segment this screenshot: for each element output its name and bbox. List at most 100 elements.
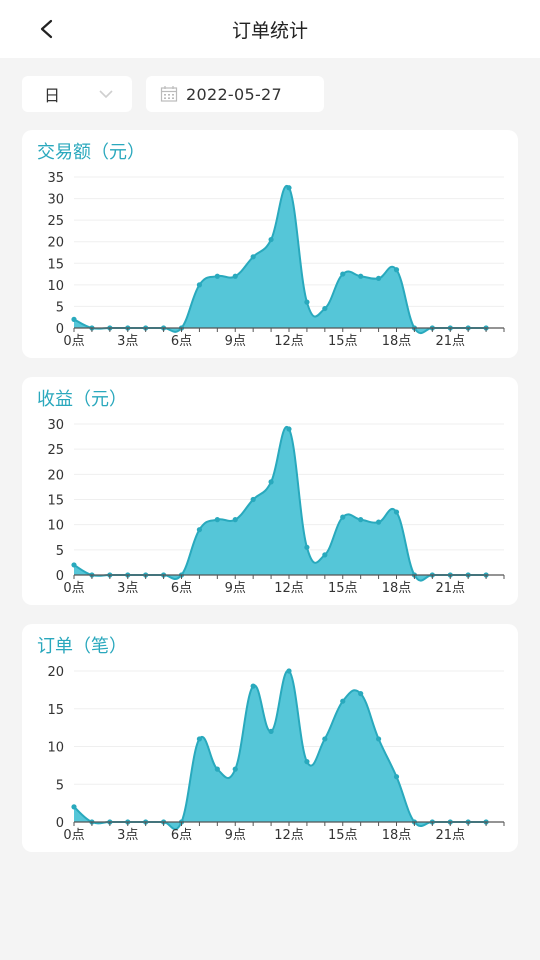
data-point (71, 562, 77, 568)
data-point (393, 509, 400, 515)
chart-title: 订单（笔） (37, 636, 127, 657)
data-point (286, 426, 292, 432)
data-point (304, 544, 310, 550)
x-tick-label: 9点 (225, 828, 246, 843)
data-point (71, 804, 77, 810)
data-point (358, 517, 364, 523)
series-area (74, 185, 487, 334)
data-point (232, 766, 238, 772)
data-point (375, 275, 382, 281)
chart-title: 交易额（元） (37, 142, 145, 163)
data-point (286, 668, 292, 674)
y-tick-label: 10 (47, 279, 64, 294)
y-tick-label: 25 (47, 443, 64, 458)
x-tick-label: 21点 (435, 581, 465, 596)
y-tick-label: 5 (56, 778, 64, 793)
data-point (375, 519, 382, 525)
data-point (375, 736, 382, 742)
chart-income: 0 5 10 15 20 25 30 0点 3点 6点 9点 12点 15点 18点 21点 (47, 418, 505, 596)
data-point (322, 305, 328, 312)
data-point (340, 271, 346, 277)
x-tick-label: 3点 (117, 581, 138, 596)
period-select[interactable]: 日 (22, 76, 132, 112)
x-tick-label: 3点 (117, 828, 138, 843)
y-tick-label: 0 (56, 816, 64, 831)
y-tick-label: 15 (47, 257, 64, 272)
series-area (74, 670, 487, 830)
x-tick-label: 21点 (435, 334, 465, 349)
x-tick-label: 6点 (171, 828, 192, 843)
data-point (322, 552, 328, 558)
data-point (250, 254, 256, 260)
y-tick-label: 10 (47, 741, 64, 756)
x-tick-label: 0点 (63, 828, 84, 843)
y-tick-label: 15 (47, 494, 64, 509)
y-tick-label: 10 (47, 519, 64, 534)
data-point (250, 496, 256, 503)
chart-card-income: 收益（元） 0 5 10 15 20 25 30 0点 3点 6点 9点 12点 15点 18点 21点 (22, 377, 518, 605)
data-point (286, 185, 292, 191)
app-header: 订单统计 (0, 0, 540, 58)
x-tick-label: 15点 (328, 334, 358, 349)
y-tick-label: 5 (56, 544, 64, 559)
y-tick-label: 5 (56, 300, 64, 315)
y-tick-label: 25 (47, 214, 64, 229)
x-tick-label: 15点 (328, 581, 358, 596)
data-point (232, 517, 238, 523)
data-point (268, 236, 274, 243)
data-point (393, 267, 400, 273)
x-tick-label: 15点 (328, 828, 358, 843)
chevron-down-icon (99, 90, 113, 99)
data-point (340, 514, 346, 520)
chevron-left-icon (40, 19, 53, 39)
y-tick-label: 20 (47, 236, 64, 251)
data-point (214, 517, 220, 523)
filter-bar: 日 2022-05-27 (22, 76, 324, 112)
data-point (196, 282, 203, 288)
x-tick-label: 6点 (171, 581, 192, 596)
period-select-value: 日 (44, 86, 61, 105)
y-tick-label: 30 (47, 193, 64, 208)
data-point (232, 273, 238, 279)
chart-card-revenue: 交易额（元） 0 5 10 15 20 25 30 35 0点 3点 6点 9点 12点 15点 18点 21… (22, 130, 518, 358)
x-tick-label: 12点 (274, 828, 304, 843)
date-picker[interactable]: 2022-05-27 (146, 76, 324, 112)
y-tick-label: 20 (47, 665, 64, 680)
y-tick-label: 15 (47, 703, 64, 718)
data-point (304, 299, 310, 305)
chart-card-orders: 订单（笔） 0 5 10 15 20 0点 3点 6点 9点 12点 15点 18点 21点 (22, 624, 518, 852)
data-point (71, 316, 77, 322)
data-point (196, 527, 203, 533)
y-tick-label: 0 (56, 322, 64, 337)
data-point (268, 728, 274, 734)
x-tick-label: 6点 (171, 334, 192, 349)
data-point (393, 774, 400, 780)
date-value: 2022-05-27 (186, 84, 282, 104)
y-tick-label: 35 (47, 171, 64, 186)
y-tick-label: 0 (56, 569, 64, 584)
x-tick-label: 18点 (382, 581, 412, 596)
data-point (358, 273, 364, 279)
series-area (74, 426, 487, 581)
data-point (340, 698, 346, 704)
x-tick-label: 3点 (117, 334, 138, 349)
data-point (196, 736, 203, 742)
x-tick-label: 9点 (225, 334, 246, 349)
chart-revenue: 0 5 10 15 20 25 30 35 0点 3点 6点 9点 12点 15点 18点 21点 (47, 171, 505, 349)
x-tick-label: 0点 (63, 581, 84, 596)
x-tick-label: 0点 (63, 334, 84, 349)
x-tick-label: 12点 (274, 334, 304, 349)
back-button[interactable] (30, 12, 64, 46)
calendar-icon (160, 86, 178, 102)
chart-orders: 0 5 10 15 20 0点 3点 6点 9点 12点 15点 18点 21点 (47, 665, 505, 843)
y-tick-label: 30 (47, 418, 64, 433)
x-tick-label: 18点 (382, 828, 412, 843)
data-point (322, 736, 328, 742)
page-title: 订单统计 (231, 20, 308, 42)
data-point (250, 683, 256, 689)
x-tick-label: 21点 (435, 828, 465, 843)
data-point (214, 766, 220, 772)
x-tick-label: 9点 (225, 581, 246, 596)
data-point (268, 479, 274, 485)
x-tick-label: 12点 (274, 581, 304, 596)
